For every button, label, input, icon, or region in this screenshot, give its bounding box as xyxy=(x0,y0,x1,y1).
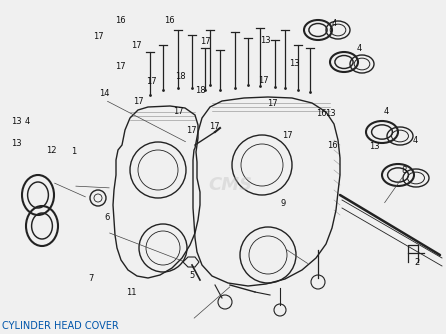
Text: 17: 17 xyxy=(173,108,184,116)
Text: 14: 14 xyxy=(99,89,110,98)
Text: 16: 16 xyxy=(164,16,175,24)
Text: 17: 17 xyxy=(200,37,211,46)
Text: 1: 1 xyxy=(71,148,76,156)
Text: 8: 8 xyxy=(401,166,406,175)
Text: 13: 13 xyxy=(289,59,300,68)
Text: 9: 9 xyxy=(281,199,286,208)
Text: 17: 17 xyxy=(258,76,268,85)
Text: 17: 17 xyxy=(93,32,103,41)
Text: 17: 17 xyxy=(282,131,293,140)
Text: 17: 17 xyxy=(186,126,197,135)
Text: 18: 18 xyxy=(195,86,206,95)
Text: 13: 13 xyxy=(11,139,21,148)
Text: CMS: CMS xyxy=(208,176,252,194)
Text: 17: 17 xyxy=(209,123,219,131)
Text: 17: 17 xyxy=(267,99,277,108)
Text: 17: 17 xyxy=(131,41,141,49)
Text: 2: 2 xyxy=(414,258,420,267)
Text: CYLINDER HEAD COVER: CYLINDER HEAD COVER xyxy=(2,321,119,331)
Text: 6: 6 xyxy=(104,213,110,221)
Text: 11: 11 xyxy=(126,288,137,297)
Text: 16: 16 xyxy=(316,109,326,118)
Text: 7: 7 xyxy=(89,275,94,283)
Text: 18: 18 xyxy=(175,72,186,81)
Text: 17: 17 xyxy=(133,98,144,106)
Text: 13: 13 xyxy=(369,143,380,151)
Text: 13: 13 xyxy=(11,118,21,126)
Text: 17: 17 xyxy=(146,77,157,86)
Text: 12: 12 xyxy=(46,146,57,155)
Text: 5: 5 xyxy=(189,271,194,280)
Text: 4: 4 xyxy=(356,44,362,53)
Text: 17: 17 xyxy=(115,62,126,71)
Text: 16: 16 xyxy=(115,16,126,24)
Text: 16: 16 xyxy=(327,141,338,150)
Text: 4: 4 xyxy=(383,108,388,116)
Text: 4: 4 xyxy=(332,19,337,28)
Text: 4: 4 xyxy=(24,118,29,126)
Text: 13: 13 xyxy=(260,36,271,44)
Text: 4: 4 xyxy=(412,136,417,145)
Text: 13: 13 xyxy=(325,109,335,118)
